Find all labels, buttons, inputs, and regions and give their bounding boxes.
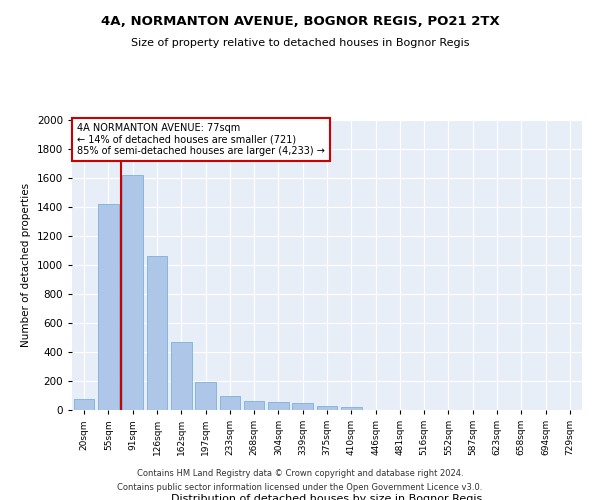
Bar — [341, 407, 362, 410]
Text: 4A, NORMANTON AVENUE, BOGNOR REGIS, PO21 2TX: 4A, NORMANTON AVENUE, BOGNOR REGIS, PO21… — [101, 15, 499, 28]
Bar — [220, 396, 240, 410]
Bar — [195, 382, 216, 410]
Y-axis label: Number of detached properties: Number of detached properties — [21, 183, 31, 347]
Text: 4A NORMANTON AVENUE: 77sqm
← 14% of detached houses are smaller (721)
85% of sem: 4A NORMANTON AVENUE: 77sqm ← 14% of deta… — [77, 123, 325, 156]
Text: Size of property relative to detached houses in Bognor Regis: Size of property relative to detached ho… — [131, 38, 469, 48]
Bar — [317, 406, 337, 410]
Text: Contains public sector information licensed under the Open Government Licence v3: Contains public sector information licen… — [118, 484, 482, 492]
Bar — [146, 256, 167, 410]
Bar — [98, 204, 119, 410]
X-axis label: Distribution of detached houses by size in Bognor Regis: Distribution of detached houses by size … — [172, 494, 482, 500]
Text: Contains HM Land Registry data © Crown copyright and database right 2024.: Contains HM Land Registry data © Crown c… — [137, 468, 463, 477]
Bar — [171, 342, 191, 410]
Bar — [268, 402, 289, 410]
Bar — [244, 402, 265, 410]
Bar — [122, 175, 143, 410]
Bar — [74, 399, 94, 410]
Bar — [292, 403, 313, 410]
